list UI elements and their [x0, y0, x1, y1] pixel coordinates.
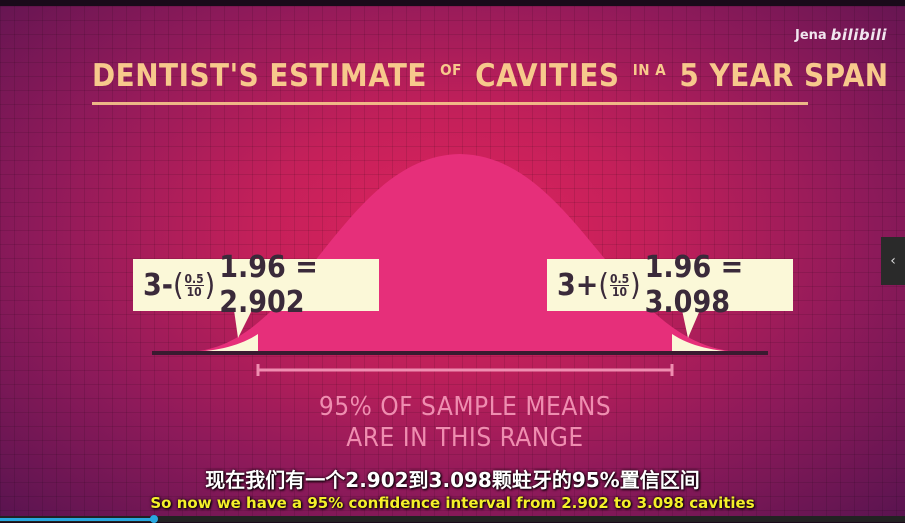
progress-knob[interactable] [149, 515, 158, 523]
right-callout-pointer [682, 310, 700, 338]
chevron-left-icon: ‹ [890, 253, 896, 269]
range-caption: 95% OF SAMPLE MEANS ARE IN THIS RANGE [318, 392, 612, 453]
video-frame[interactable]: Jena bilibili DENTIST'S ESTIMATE OF CAVI… [0, 6, 905, 516]
fraction: 0.5 10 [609, 271, 630, 299]
right-tail [672, 334, 745, 352]
watermark-user: Jena [794, 27, 827, 43]
title-part: 5 YEAR SPAN [679, 58, 889, 94]
upper-bound-label: 3+ ( 0.5 10 ) 1.96 = 3.098 [547, 250, 793, 320]
subtitle-english: So now we have a 95% confidence interval… [150, 494, 755, 512]
side-panel-toggle[interactable]: ‹ [881, 237, 905, 285]
watermark: Jena bilibili [795, 26, 887, 44]
left-callout-pointer [234, 310, 252, 338]
progress-bar[interactable] [0, 515, 905, 523]
subtitle-chinese: 现在我们有一个2.902到3.098颗蛀牙的95%置信区间 [205, 468, 700, 492]
title-part: DENTIST'S ESTIMATE [92, 58, 427, 94]
slide-title: DENTIST'S ESTIMATE OF CAVITIES IN A 5 YE… [92, 58, 888, 94]
bilibili-logo: bilibili [830, 26, 887, 44]
fraction: 0.5 10 [184, 271, 204, 299]
title-part: CAVITIES [475, 58, 620, 94]
title-underline [92, 102, 808, 105]
progress-fill [0, 518, 154, 521]
lower-bound-label: 3- ( 0.5 10 ) 1.96 = 2.902 [133, 250, 379, 320]
left-tail [185, 334, 258, 352]
title-small: OF [440, 60, 462, 79]
title-small: IN A [632, 60, 667, 79]
